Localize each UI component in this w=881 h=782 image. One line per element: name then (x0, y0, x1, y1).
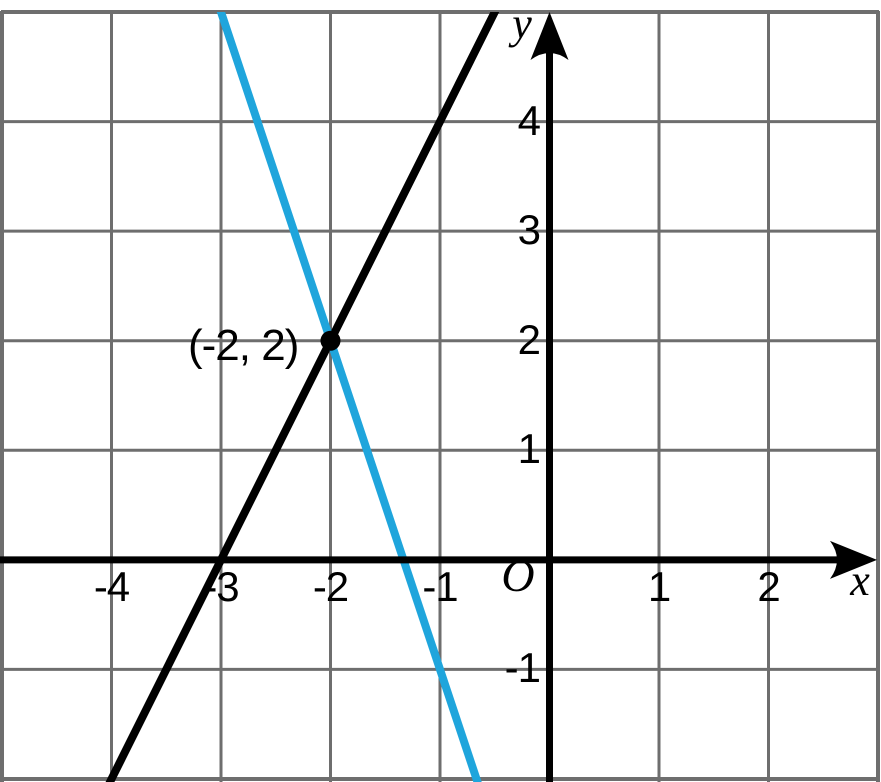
y-axis-arrowhead (530, 12, 569, 60)
x-axis-arrowhead (830, 540, 877, 579)
black-line (105, 12, 500, 782)
intersection-point-dot (320, 330, 341, 351)
